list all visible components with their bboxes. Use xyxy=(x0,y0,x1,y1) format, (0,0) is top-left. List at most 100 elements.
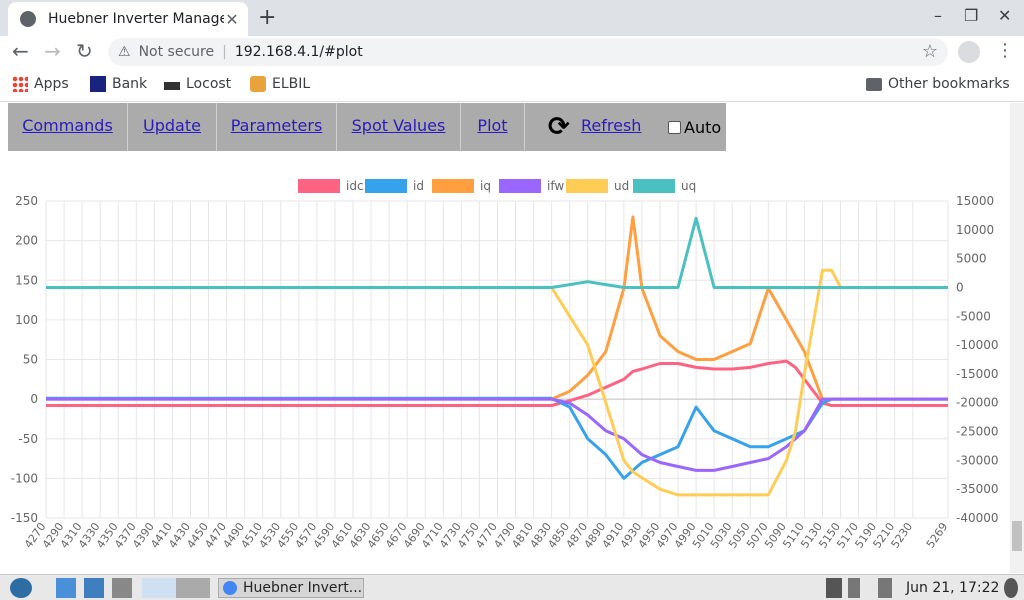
locost-icon xyxy=(164,82,180,90)
y-right-tick-label: -15000 xyxy=(956,367,999,381)
auto-label: Auto xyxy=(684,118,722,137)
bookmark-apps[interactable]: Apps xyxy=(12,76,69,92)
window-close-button[interactable]: ✕ xyxy=(998,6,1012,25)
legend-label: iq xyxy=(480,179,491,193)
y-right-tick-label: -25000 xyxy=(956,425,999,439)
bookmark-apps-label: Apps xyxy=(34,76,69,92)
start-menu-icon[interactable] xyxy=(10,578,32,598)
inverter-nav: Commands Update Parameters Spot Values P… xyxy=(8,103,726,151)
folder-icon xyxy=(866,77,882,91)
forward-button[interactable]: → xyxy=(44,39,61,63)
star-icon[interactable]: ☆ xyxy=(921,41,938,62)
bookmark-bank[interactable]: Bank xyxy=(90,76,147,92)
legend-label: id xyxy=(413,179,424,193)
y-left-tick-label: -100 xyxy=(11,471,38,485)
y-left-tick-label: 50 xyxy=(23,353,38,367)
y-right-tick-label: 0 xyxy=(956,280,964,294)
nav-commands[interactable]: Commands xyxy=(8,103,128,151)
volume-icon[interactable] xyxy=(826,578,842,598)
auto-checkbox[interactable] xyxy=(668,121,681,134)
nav-parameters[interactable]: Parameters xyxy=(217,103,337,151)
chrome-icon xyxy=(223,581,237,595)
bookmark-bank-label: Bank xyxy=(112,76,148,92)
y-right-tick-label: 15000 xyxy=(956,194,994,208)
new-tab-button[interactable]: + xyxy=(258,5,277,30)
network-icon[interactable] xyxy=(878,578,892,598)
y-left-tick-label: 200 xyxy=(15,234,38,248)
url-text[interactable]: 192.168.4.1/#plot xyxy=(234,44,363,60)
y-left-tick-label: 250 xyxy=(15,194,38,208)
os-taskbar: Huebner Invert... Jun 21, 17:22 xyxy=(0,574,1024,600)
shutdown-icon[interactable] xyxy=(1004,578,1018,598)
browser-launcher-icon[interactable] xyxy=(84,578,104,598)
legend-swatch xyxy=(365,179,407,193)
y-right-tick-label: 5000 xyxy=(956,252,987,266)
y-left-tick-label: 150 xyxy=(15,273,38,287)
maximize-button[interactable]: ❐ xyxy=(964,6,979,25)
browser-menu-icon[interactable]: ⋮ xyxy=(996,40,1014,61)
taskbar-window-label: Huebner Invert... xyxy=(243,580,363,596)
taskbar-window-button[interactable]: Huebner Invert... xyxy=(218,578,364,598)
bookmark-other-label: Other bookmarks xyxy=(888,76,1010,92)
file-manager-icon[interactable] xyxy=(56,578,76,598)
bookmark-elbil[interactable]: ELBIL xyxy=(250,76,310,92)
legend-swatch xyxy=(566,179,608,193)
tab-title: Huebner Inverter Manage xyxy=(48,11,224,27)
nav-spot-values[interactable]: Spot Values xyxy=(337,103,461,151)
series-line-ifw xyxy=(46,397,948,472)
plot-chart: 4270429043104330435043704390441044304450… xyxy=(11,179,999,551)
y-right-tick-label: -35000 xyxy=(956,482,999,496)
y-left-tick-label: -150 xyxy=(11,511,38,525)
legend-swatch xyxy=(432,179,474,193)
tab-inverter[interactable]: Huebner Inverter Manage ✕ xyxy=(8,2,248,36)
bookmark-elbil-label: ELBIL xyxy=(272,76,311,92)
bank-icon xyxy=(90,76,106,92)
terminal-icon[interactable] xyxy=(112,578,132,598)
series-line-uq xyxy=(46,216,948,289)
power-icon[interactable] xyxy=(848,578,860,598)
x-tick-label: 5269 xyxy=(924,520,951,550)
legend-swatch xyxy=(499,179,541,193)
scrollbar-thumb[interactable] xyxy=(1012,521,1022,551)
y-left-tick-label: 100 xyxy=(15,313,38,327)
taskbar-clock: Jun 21, 17:22 xyxy=(906,580,1000,596)
series-line-idc xyxy=(46,359,948,407)
back-button[interactable]: ← xyxy=(12,39,29,63)
legend-swatch xyxy=(298,179,340,193)
page-content: Commands Update Parameters Spot Values P… xyxy=(0,103,1010,573)
legend-swatch xyxy=(633,179,675,193)
address-bar[interactable]: ⚠ Not secure | 192.168.4.1/#plot ☆ xyxy=(108,38,948,66)
elbil-icon xyxy=(250,76,266,92)
y-right-tick-label: 10000 xyxy=(956,223,994,237)
legend-label: uq xyxy=(681,179,696,193)
legend-label: ud xyxy=(614,179,629,193)
url-separator: | xyxy=(222,44,227,60)
browser-toolbar: ← → ↻ ⚠ Not secure | 192.168.4.1/#plot ☆ xyxy=(0,36,1024,68)
y-right-tick-label: -30000 xyxy=(956,453,999,467)
auto-toggle[interactable]: Auto xyxy=(668,118,721,137)
nav-refresh[interactable]: Refresh xyxy=(581,116,642,135)
profile-avatar[interactable] xyxy=(958,41,980,63)
y-right-tick-label: -40000 xyxy=(956,511,999,525)
nav-update[interactable]: Update xyxy=(128,103,217,151)
minimize-button[interactable]: – xyxy=(934,6,942,25)
y-right-tick-label: -10000 xyxy=(956,338,999,352)
bookmarks-bar: Apps Bank Locost ELBIL Other bookmarks xyxy=(0,68,1024,102)
tab-close-icon[interactable]: ✕ xyxy=(225,9,239,29)
apps-grid-icon xyxy=(12,76,28,92)
y-right-tick-label: -20000 xyxy=(956,396,999,410)
desktop-1-icon[interactable] xyxy=(142,578,176,598)
refresh-icon[interactable]: ⟳ xyxy=(548,112,570,142)
bookmark-other[interactable]: Other bookmarks xyxy=(866,76,1010,92)
globe-icon xyxy=(20,11,36,27)
page-scrollbar[interactable] xyxy=(1010,103,1024,573)
warning-icon: ⚠ xyxy=(118,44,131,60)
bookmark-locost-label: Locost xyxy=(186,76,232,92)
y-left-tick-label: 0 xyxy=(30,392,38,406)
desktop-2-icon[interactable] xyxy=(176,578,210,598)
not-secure-label: Not secure xyxy=(138,44,215,60)
reload-button[interactable]: ↻ xyxy=(76,39,93,63)
bookmark-locost[interactable]: Locost xyxy=(164,76,231,92)
legend-label: ifw xyxy=(547,179,564,193)
nav-plot[interactable]: Plot xyxy=(461,103,525,151)
